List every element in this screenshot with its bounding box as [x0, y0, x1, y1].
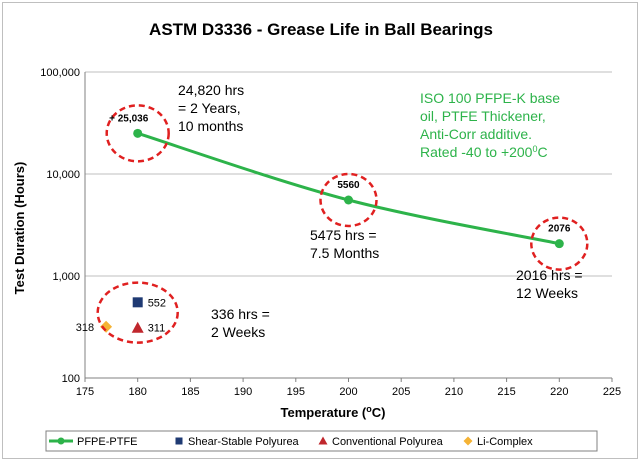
legend-marker-pfpe-ptfe [57, 437, 65, 445]
data-point-pfpe-ptfe [344, 195, 353, 205]
legend-marker-conventional-polyurea [318, 436, 328, 445]
x-tick-label: 175 [76, 386, 94, 398]
annotation-pfpe-180: 24,820 hrs = 2 Years, 10 months [178, 82, 248, 134]
y-tick-label: 100 [62, 373, 80, 385]
data-label: 318 [76, 322, 94, 334]
x-tick-label: 185 [181, 386, 199, 398]
x-tick-label: 225 [603, 386, 621, 398]
data-label: 311 [148, 323, 166, 335]
legend-label-conventional-polyurea: Conventional Polyurea [332, 436, 444, 448]
data-label: 5560 [337, 180, 360, 191]
data-point-shear-stable-polyurea [132, 297, 143, 308]
highlight-circle [319, 172, 378, 228]
annotation-spec: ISO 100 PFPE-K base oil, PTFE Thickener,… [420, 90, 564, 160]
data-point-pfpe-ptfe [554, 239, 564, 249]
highlight-circle [530, 216, 589, 271]
chart: ASTM D3336 - Grease Life in Ball Bearing… [12, 20, 621, 452]
legend-marker-shear-stable-polyurea [175, 437, 183, 445]
grid-lines [85, 71, 612, 277]
annotation-polyurea-180: 336 hrs = 2 Weeks [211, 306, 274, 340]
x-tick-label: 180 [129, 386, 147, 398]
legend-marker-li-complex [463, 436, 473, 446]
x-axis-title: Temperature (oC) [281, 404, 386, 420]
x-tick-label: 210 [445, 386, 463, 398]
data-label: 552 [148, 297, 166, 309]
legend-label-pfpe-ptfe: PFPE-PTFE [77, 436, 138, 448]
data-label: + 25,036 [109, 113, 149, 124]
x-tick-label: 190 [234, 386, 252, 398]
axes [84, 72, 613, 382]
data-point-li-complex [100, 320, 113, 333]
annotation-pfpe-200: 5475 hrs = 7.5 Months [310, 227, 380, 261]
x-tick-label: 220 [550, 386, 568, 398]
y-tick-label: 10,000 [46, 169, 80, 181]
data-point-pfpe-ptfe [133, 128, 143, 138]
y-tick-label: 100,000 [40, 67, 80, 79]
chart-title: ASTM D3336 - Grease Life in Ball Bearing… [149, 20, 493, 39]
series-layer [100, 128, 564, 333]
annotation-pfpe-220: 2016 hrs = 12 Weeks [516, 267, 586, 301]
y-tick-label: 1,000 [52, 271, 80, 283]
x-tick-label: 195 [287, 386, 305, 398]
highlight-circle [96, 281, 179, 344]
highlight-circles [96, 104, 589, 344]
legend-label-shear-stable-polyurea: Shear-Stable Polyurea [188, 436, 300, 448]
legend: PFPE-PTFE Shear-Stable Polyurea Convention… [45, 430, 598, 452]
data-labels: + 25,036 5560 2076 552 311 318 [76, 113, 571, 334]
highlight-circle [105, 104, 170, 163]
y-axis-title: Test Duration (Hours) [12, 162, 27, 295]
x-tick-label: 205 [392, 386, 410, 398]
x-tick-label: 200 [339, 386, 357, 398]
y-tick-labels: 100 1,000 10,000 100,000 [40, 67, 80, 385]
data-point-conventional-polyurea [131, 321, 144, 333]
x-tick-labels: 175 180 185 190 195 200 205 210 215 220 225 [76, 386, 621, 398]
legend-label-li-complex: Li-Complex [477, 436, 533, 448]
data-label: 2076 [548, 224, 571, 235]
x-tick-label: 215 [497, 386, 515, 398]
